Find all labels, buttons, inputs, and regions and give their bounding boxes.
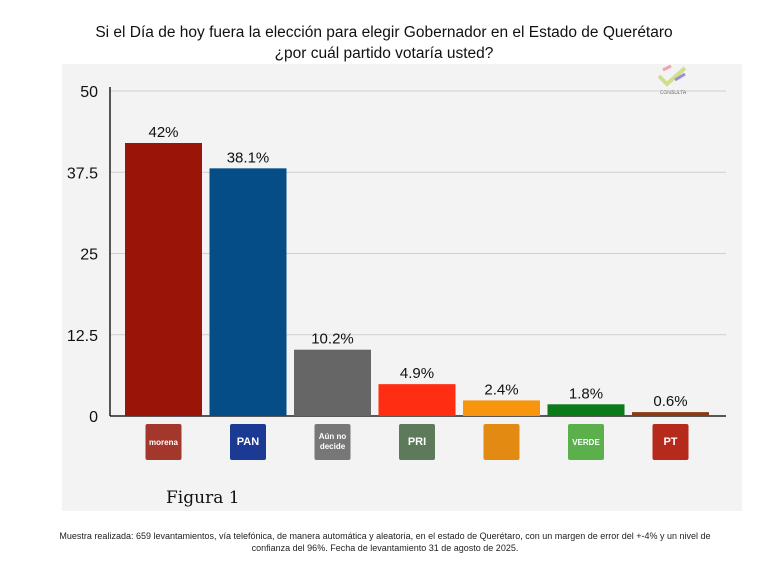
footnote: Muestra realizada: 659 levantamientos, v… (59, 531, 711, 553)
party-logo-icon (399, 424, 435, 460)
chart-title: Si el Día de hoy fuera la elección para … (0, 22, 768, 64)
check-logo-icon (657, 64, 687, 87)
party-logo-icon (568, 424, 604, 460)
data-label: 1.8% (569, 385, 603, 402)
party-logo-text: PRI (408, 436, 426, 448)
title-line-2: ¿por cuál partido votaría usted? (274, 45, 494, 62)
party-logo-text: morena (149, 438, 178, 447)
party-logo-text: PT (663, 436, 677, 448)
party-logo-icon (230, 424, 266, 460)
party-logo-text: decide (320, 442, 346, 451)
y-tick-label: 37.5 (67, 165, 98, 182)
y-tick-label: 0 (89, 409, 98, 426)
party-logo-icon (483, 424, 520, 460)
y-tick-label: 25 (80, 247, 98, 264)
bar (125, 143, 202, 416)
bar (209, 168, 287, 416)
party-logo-text: PAN (237, 436, 259, 448)
figure-label: Figura 1 (166, 488, 240, 508)
party-logo-icon (145, 424, 182, 460)
bar (378, 384, 456, 416)
data-label: 42% (148, 124, 178, 141)
data-label: 0.6% (653, 393, 687, 410)
bar (294, 349, 371, 416)
data-label: 10.2% (311, 331, 354, 348)
party-logo-icon (314, 424, 351, 460)
y-tick-label: 50 (80, 84, 98, 101)
bar (463, 400, 540, 416)
data-label: 4.9% (400, 365, 434, 382)
title-line-1: Si el Día de hoy fuera la elección para … (95, 24, 673, 41)
party-logo-text: Aún no (319, 432, 347, 441)
party-logo-icon (652, 424, 689, 460)
data-label: 2.4% (484, 381, 518, 398)
bar (632, 412, 709, 416)
consulta-logo: CONSULTA (645, 64, 701, 96)
y-tick-label: 12.5 (67, 328, 98, 345)
bar (547, 404, 625, 416)
watermark-text: CONSULTA (659, 90, 687, 96)
party-logo-text: VERDE (572, 438, 600, 447)
data-label: 38.1% (227, 149, 270, 166)
